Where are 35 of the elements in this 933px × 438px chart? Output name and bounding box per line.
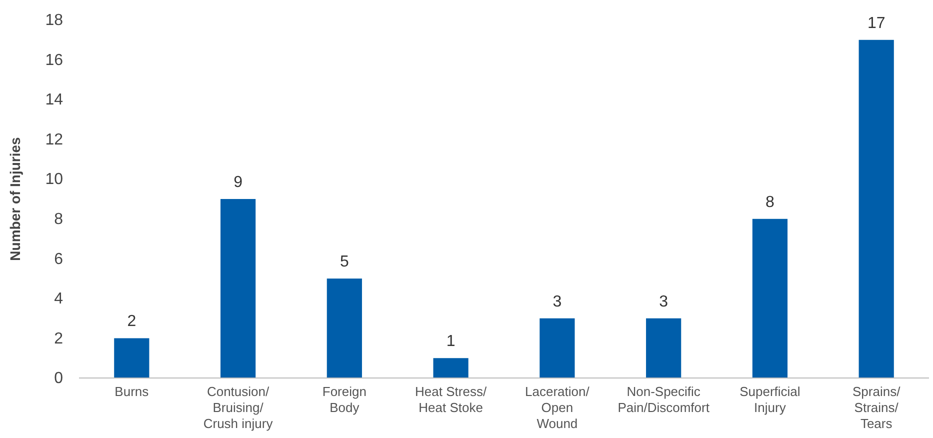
y-tick-label: 14 [45,92,64,109]
bar [114,338,150,378]
data-label: 9 [234,174,243,191]
x-tick-label: Laceration/ Open Wound [525,384,590,431]
data-label: 3 [552,293,562,310]
data-label: 3 [659,293,668,310]
x-tick-label: Foreign Body [322,384,366,415]
bar [646,318,682,378]
data-label: 1 [446,333,456,350]
y-tick-label: 18 [45,12,64,30]
data-label: 5 [340,254,349,271]
data-label: 8 [766,194,775,211]
data-label: 17 [867,14,886,32]
x-tick-label: Superficial Injury [740,384,800,415]
y-tick-label: 16 [45,52,64,69]
y-axis-title: Number of Injuries [7,136,23,261]
y-tick-label: 6 [54,250,64,268]
data-label: 2 [127,313,136,330]
bar [433,358,468,378]
y-tick-label: 0 [54,370,64,388]
x-tick-label: Sprains/ Strains/ Tears [852,384,901,431]
y-tick-label: 8 [54,211,64,228]
y-tick-label: 12 [45,131,64,148]
x-tick-label: Burns [114,384,150,399]
x-tick-label: Contusion/ Bruising/ Crush injury [203,384,274,431]
bar [540,318,575,378]
y-tick-label: 2 [54,330,64,348]
x-tick-label: Heat Stress/ Heat Stoke [415,384,487,415]
y-tick-label: 4 [54,290,64,308]
bar [326,278,362,378]
bar [220,199,256,378]
bar [858,40,894,378]
y-tick-label: 10 [45,171,64,188]
x-tick-label: Non-Specific Pain/Discomfort [618,384,710,415]
bar [752,218,788,378]
